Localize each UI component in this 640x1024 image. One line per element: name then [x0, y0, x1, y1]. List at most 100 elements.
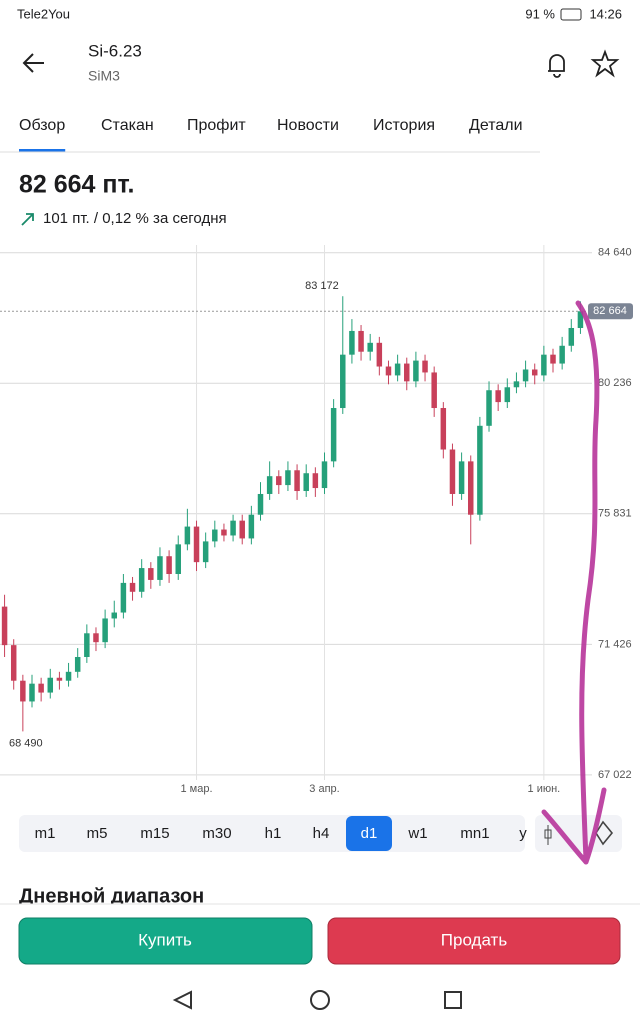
- candle-body: [294, 470, 300, 492]
- timeframe-bar: [19, 815, 525, 852]
- candle-body: [559, 345, 565, 364]
- candle-body: [47, 677, 54, 693]
- candle-body: [449, 449, 456, 494]
- candle-body: [303, 473, 309, 492]
- candle-body: [568, 327, 575, 346]
- carrier: Tele2You: [17, 6, 70, 21]
- timeframe[interactable]: w1: [407, 825, 427, 842]
- y-tick-label: 75 831: [598, 508, 632, 520]
- candle-body: [477, 425, 483, 515]
- candle-body: [56, 677, 63, 681]
- candle-body: [102, 618, 108, 643]
- timeframe[interactable]: m30: [202, 825, 231, 842]
- candle-body: [1, 606, 8, 646]
- timeframe[interactable]: y: [519, 825, 527, 842]
- candle-body: [65, 671, 72, 681]
- candle-body: [330, 408, 337, 462]
- nav-home[interactable]: [310, 990, 330, 1010]
- instrument-code: SiM3: [88, 68, 120, 84]
- buy-label: Купить: [138, 930, 192, 949]
- candle-body: [230, 520, 236, 536]
- candle-body: [458, 461, 465, 494]
- tab[interactable]: Новости: [277, 117, 339, 134]
- candle-body: [184, 526, 191, 545]
- candle-body: [385, 366, 392, 376]
- candle-body: [138, 568, 145, 592]
- candle-body: [276, 476, 282, 486]
- y-tick-label: 80 236: [598, 377, 632, 389]
- price: 82 664 пт.: [19, 171, 135, 199]
- x-tick-label: 3 апр.: [309, 783, 339, 795]
- timeframe[interactable]: d1: [361, 825, 378, 842]
- favorite-button[interactable]: [590, 49, 620, 78]
- candle-body: [504, 387, 511, 403]
- candle-body: [340, 354, 346, 409]
- candle-body: [413, 360, 419, 382]
- timeframe[interactable]: h1: [265, 825, 282, 842]
- tab[interactable]: Стакан: [101, 117, 154, 134]
- timeframe[interactable]: m15: [140, 825, 169, 842]
- candle-body: [221, 529, 227, 536]
- instrument-title: Si-6.23: [88, 41, 142, 60]
- timeframe[interactable]: m5: [87, 825, 108, 842]
- candle-body: [248, 514, 255, 539]
- candle-body: [266, 476, 273, 494]
- candle-body: [358, 330, 364, 352]
- candle-body: [129, 582, 136, 592]
- tab[interactable]: Профит: [187, 117, 246, 134]
- x-tick-label: 1 мар.: [181, 783, 213, 795]
- high-label: 83 172: [305, 280, 339, 292]
- tab[interactable]: Детали: [469, 117, 523, 134]
- candle-body: [468, 461, 474, 515]
- candle-body: [349, 330, 355, 355]
- candle-body: [312, 473, 319, 489]
- timeframe[interactable]: mn1: [460, 825, 489, 842]
- battery-icon: [560, 8, 582, 21]
- candle-body: [148, 568, 154, 580]
- candle-body: [120, 582, 127, 613]
- candle-body: [376, 342, 383, 367]
- sell-button[interactable]: [327, 917, 621, 965]
- section-title: Дневной диапазон: [19, 885, 204, 907]
- candle-body: [257, 493, 264, 515]
- timeframes: m1 m5 m15 m30 h1 h4 d1 w1 mn1 y: [35, 816, 527, 851]
- candlestick-chart[interactable]: 67 022 71 426 75 831 80 236 84 640 1 мар. 3 ап…: [0, 245, 633, 795]
- candle-body: [513, 381, 520, 388]
- last-price-tag: [588, 303, 633, 320]
- candle-body: [166, 556, 172, 575]
- candle-body: [431, 372, 437, 409]
- buy-button[interactable]: [18, 917, 313, 965]
- bell-button[interactable]: [548, 54, 565, 78]
- candle-body: [239, 520, 245, 539]
- candle-body: [202, 541, 209, 563]
- back-button[interactable]: [22, 53, 44, 73]
- tab[interactable]: История: [373, 117, 435, 134]
- candle-body: [93, 633, 99, 643]
- timeframe[interactable]: m1: [35, 825, 56, 842]
- candle-body: [111, 612, 117, 619]
- y-tick-label: 67 022: [598, 769, 632, 781]
- candle-body: [495, 390, 501, 403]
- candle-body: [522, 369, 529, 382]
- tab-indicator: [19, 149, 66, 152]
- candle-body: [285, 470, 291, 486]
- timeframe[interactable]: h4: [313, 825, 330, 842]
- candle-body: [38, 683, 44, 693]
- tab-bar: Обзор Стакан Профит Новости История Детали: [19, 117, 523, 152]
- y-tick-label: 71 426: [598, 638, 632, 650]
- tab[interactable]: Обзор: [19, 117, 65, 134]
- candle-icon[interactable]: [544, 825, 552, 845]
- candle-body: [531, 369, 538, 376]
- clock: 14:26: [589, 6, 622, 21]
- indicator-icon[interactable]: [595, 820, 614, 846]
- timeframe-active: [346, 816, 392, 851]
- sell-label: Продать: [441, 930, 508, 949]
- candle-body: [212, 529, 218, 542]
- battery: 91 %: [525, 6, 555, 21]
- candle-body: [404, 363, 410, 382]
- nav-back[interactable]: [172, 990, 192, 1010]
- candle-body: [74, 656, 81, 672]
- nav-recent[interactable]: [444, 991, 462, 1009]
